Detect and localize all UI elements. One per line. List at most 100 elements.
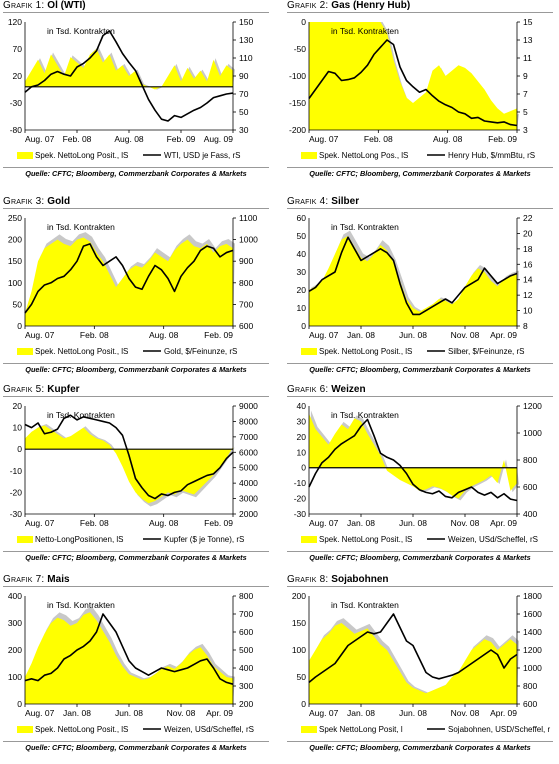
source-note: Quelle: CFTC; Bloomberg, Commerzbank Cor… bbox=[25, 743, 247, 752]
x-tick-label: Aug. 09 bbox=[204, 134, 234, 144]
y-tick-label-right: 12 bbox=[523, 290, 533, 300]
x-tick-label: Feb. 09 bbox=[488, 134, 517, 144]
area-series bbox=[309, 413, 517, 499]
x-tick-label: Feb. 09 bbox=[204, 518, 233, 528]
legend-label-area: Netto-LongPositionen, lS bbox=[35, 535, 124, 544]
title-rule bbox=[287, 208, 553, 209]
source-rule bbox=[287, 551, 553, 552]
y-tick-label-right: 10 bbox=[523, 306, 533, 316]
y-tick-label-right: 7 bbox=[523, 89, 528, 99]
x-tick-label: Nov. 08 bbox=[451, 708, 480, 718]
x-tick-label: Apr. 09 bbox=[490, 518, 517, 528]
source-rule bbox=[287, 363, 553, 364]
y-tick-label-left: -150 bbox=[289, 98, 306, 108]
y-tick-label-left: 100 bbox=[292, 645, 306, 655]
x-tick-label: Aug. 07 bbox=[25, 330, 55, 340]
y-tick-label-right: 5000 bbox=[239, 463, 258, 473]
x-tick-label: Aug. 07 bbox=[25, 518, 55, 528]
x-tick-label: Jun. 08 bbox=[399, 330, 427, 340]
x-tick-label: Apr. 09 bbox=[490, 708, 517, 718]
y-tick-label-left: -30 bbox=[294, 509, 307, 519]
y-tick-label-left: 50 bbox=[297, 231, 307, 241]
legend-swatch-area bbox=[17, 152, 33, 159]
area-series bbox=[25, 612, 233, 704]
y-tick-label-right: 8 bbox=[523, 321, 528, 331]
y-tick-label-right: 8000 bbox=[239, 416, 258, 426]
area-series bbox=[25, 425, 233, 504]
legend-label-line: Kupfer ($ je Tonne), rS bbox=[164, 535, 244, 544]
chart-number: Grafik 8: bbox=[287, 574, 332, 585]
chart-title: Grafik 6: Weizen bbox=[287, 384, 366, 396]
chart-panel-6: Grafik 6: Weizen 40 30 20 10 0 -10 -20 -30 1200 10… bbox=[287, 384, 559, 574]
y-tick-label-left: 0 bbox=[17, 699, 22, 709]
title-rule bbox=[3, 12, 269, 13]
chart-svg: 0 -50 -100 -150 -200 15 13 11 9 7 5 3 Aug. 07 Feb. 08… bbox=[289, 17, 535, 160]
y-tick-label-left: 40 bbox=[297, 401, 307, 411]
y-tick-label-left: -20 bbox=[10, 487, 23, 497]
y-tick-label-right: 150 bbox=[239, 17, 253, 27]
source-note: Quelle: CFTC; Bloomberg, Commerzbank Cor… bbox=[309, 365, 531, 374]
y-tick-label-right: 800 bbox=[239, 278, 253, 288]
y-tick-label-left: -20 bbox=[294, 494, 307, 504]
x-tick-label: Aug. 07 bbox=[25, 708, 55, 718]
y-tick-label-left: 30 bbox=[297, 416, 307, 426]
source-note: Quelle: CFTC; Bloomberg, Commerzbank Cor… bbox=[25, 553, 247, 562]
chart-svg: 250 200 150 100 50 0 1100 1000 900 800 700 600 Aug. … bbox=[8, 213, 258, 356]
legend-swatch-area bbox=[301, 726, 317, 733]
y-tick-label-right: 600 bbox=[239, 627, 253, 637]
y-tick-label-left: 0 bbox=[17, 444, 22, 454]
chart-title-text: Gas (Henry Hub) bbox=[331, 0, 411, 11]
legend-label-area: Spek NettoLong Posit, l bbox=[319, 725, 403, 734]
chart-number: Grafik 2: bbox=[287, 0, 332, 11]
chart-title: Grafik 7: Mais bbox=[3, 574, 70, 586]
legend-label-line: Sojabohnen, USD/Scheffel, r bbox=[448, 725, 550, 734]
x-tick-label: Jun. 08 bbox=[399, 518, 427, 528]
y-tick-label-right: 1400 bbox=[523, 627, 542, 637]
y-tick-label-left: 20 bbox=[13, 71, 23, 81]
y-tick-label-left: -30 bbox=[10, 98, 23, 108]
y-tick-label-left: 0 bbox=[301, 463, 306, 473]
area-series bbox=[309, 22, 517, 130]
line-series bbox=[308, 39, 518, 127]
title-rule bbox=[287, 586, 553, 587]
y-tick-label-right: 50 bbox=[239, 107, 249, 117]
chart-svg: 60 50 40 30 20 10 0 22 20 18 16 14 12 10 8 Aug. 07 Jan. … bbox=[297, 213, 533, 356]
line-series bbox=[24, 414, 234, 500]
y-tick-label-left: 30 bbox=[297, 267, 307, 277]
y-tick-label-left: 60 bbox=[297, 213, 307, 223]
y-tick-label-left: 70 bbox=[13, 44, 23, 54]
chart-annotation: in Tsd. Kontrakten bbox=[331, 222, 399, 232]
y-tick-label-right: 1200 bbox=[523, 401, 542, 411]
y-tick-label-right: 400 bbox=[523, 509, 537, 519]
chart-annotation: in Tsd. Kontrakten bbox=[331, 26, 399, 36]
x-tick-label: Jan. 08 bbox=[347, 330, 375, 340]
y-tick-label-left: 250 bbox=[8, 213, 22, 223]
chart-number: Grafik 7: bbox=[3, 574, 48, 585]
x-tick-label: Nov. 08 bbox=[451, 330, 480, 340]
legend-label-area: Spek. NettoLong Posit., lS bbox=[35, 347, 128, 356]
x-tick-label: Jan. 08 bbox=[347, 518, 375, 528]
legend-swatch-area bbox=[17, 726, 33, 733]
legend-label-area: Spek. NettoLong Posit., lS bbox=[319, 347, 412, 356]
line-series bbox=[308, 613, 518, 684]
y-tick-label-right: 700 bbox=[239, 299, 253, 309]
y-tick-label-right: 130 bbox=[239, 35, 253, 45]
x-tick-label: Feb. 08 bbox=[364, 134, 393, 144]
x-tick-label: Aug. 07 bbox=[25, 134, 55, 144]
source-note: Quelle: CFTC; Bloomberg, Commerzbank Cor… bbox=[309, 743, 531, 752]
y-tick-label-left: 300 bbox=[8, 618, 22, 628]
chart-svg: 20 10 0 -10 -20 -30 9000 8000 7000 6000 5000 4000 30… bbox=[10, 401, 258, 544]
y-tick-label-left: 50 bbox=[297, 672, 307, 682]
chart-number: Grafik 1: bbox=[3, 0, 48, 11]
chart-title: Grafik 1: Ol (WTI) bbox=[3, 0, 86, 12]
title-rule bbox=[3, 396, 269, 397]
chart-title: Grafik 3: Gold bbox=[3, 196, 70, 208]
line-series bbox=[24, 613, 234, 685]
source-rule bbox=[287, 741, 553, 742]
x-tick-label: Jun. 08 bbox=[115, 708, 143, 718]
y-tick-label-right: 700 bbox=[239, 609, 253, 619]
y-tick-label-right: 1200 bbox=[523, 645, 542, 655]
y-tick-label-left: -30 bbox=[10, 509, 23, 519]
chart-annotation: in Tsd. Kontrakten bbox=[47, 26, 115, 36]
chart-title-text: Kupfer bbox=[47, 384, 80, 395]
